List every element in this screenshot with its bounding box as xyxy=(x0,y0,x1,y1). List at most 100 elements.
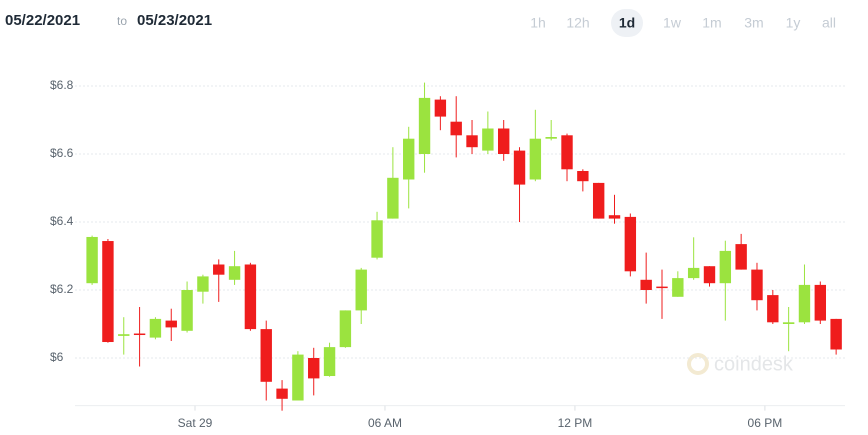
candle-body xyxy=(276,388,288,399)
candle xyxy=(735,233,747,270)
candle xyxy=(228,250,241,285)
candle-body xyxy=(656,286,668,289)
candle xyxy=(561,133,573,182)
candle-body xyxy=(545,137,557,139)
candle-body xyxy=(149,318,162,338)
candle xyxy=(133,307,146,367)
y-tick-label: $6.2 xyxy=(50,282,74,296)
watermark-logo xyxy=(687,353,709,375)
candle-body xyxy=(371,220,383,258)
candle-body xyxy=(719,250,732,284)
candle xyxy=(513,147,526,222)
candle-body xyxy=(213,264,225,275)
candle-body xyxy=(782,322,795,324)
candle xyxy=(719,240,732,321)
x-tick-label: Sat 29 xyxy=(178,416,213,430)
date-separator: to xyxy=(117,14,127,28)
candle xyxy=(830,318,842,355)
candle-body xyxy=(482,128,494,151)
candle xyxy=(497,120,510,161)
candle xyxy=(466,120,478,154)
candle-body xyxy=(244,264,257,330)
x-tick-label: 06 PM xyxy=(748,416,783,430)
candle-body xyxy=(640,279,652,290)
candle-body xyxy=(323,347,336,377)
y-tick-label: $6 xyxy=(50,350,64,364)
candle xyxy=(703,266,716,287)
range-button[interactable]: 1y xyxy=(786,15,801,31)
candle-body xyxy=(418,97,431,154)
range-button[interactable]: 1w xyxy=(663,15,682,31)
candle-body xyxy=(450,121,462,136)
candle xyxy=(545,120,557,141)
y-tick-label: $6.4 xyxy=(50,214,74,228)
candle-body xyxy=(308,358,320,379)
candle-body xyxy=(339,310,352,348)
y-tick-label: $6.6 xyxy=(50,146,74,160)
candle xyxy=(308,347,320,396)
candle xyxy=(102,239,114,343)
candle xyxy=(656,269,668,319)
range-button[interactable]: 1d xyxy=(619,15,635,31)
range-button[interactable]: 3m xyxy=(744,15,763,31)
candle-body xyxy=(118,334,130,336)
candle xyxy=(244,262,257,331)
candle-body xyxy=(513,150,526,185)
candle-body xyxy=(86,236,98,284)
candle-body xyxy=(102,241,114,343)
date-until: 05/23/2021 xyxy=(137,12,212,29)
x-tick-label: 12 PM xyxy=(558,416,593,430)
candle-body xyxy=(529,138,542,180)
candle-body xyxy=(197,276,209,292)
candle xyxy=(434,96,447,131)
candle xyxy=(355,267,367,324)
candle-body xyxy=(751,269,763,301)
candle xyxy=(577,169,589,192)
candle-body xyxy=(798,284,811,323)
plot-area: $6 $6.2 $6.4 $6.6 $6.8 Sat 29 06 AM 12 PM 06 PM xyxy=(50,78,845,430)
range-button[interactable]: 1h xyxy=(530,15,546,31)
candle xyxy=(624,213,637,277)
candle xyxy=(86,235,98,285)
candle xyxy=(767,290,779,324)
candle xyxy=(798,264,811,324)
candle xyxy=(323,342,336,377)
candle xyxy=(181,281,193,333)
range-button[interactable]: 12h xyxy=(566,15,589,31)
candle xyxy=(403,126,415,209)
range-button[interactable]: 1m xyxy=(702,15,721,31)
candle xyxy=(672,271,684,297)
candle xyxy=(165,308,177,341)
candle-body xyxy=(165,320,177,328)
candle xyxy=(450,96,462,158)
candle xyxy=(118,317,130,355)
candle xyxy=(418,82,431,173)
candle xyxy=(339,310,352,348)
candle-body xyxy=(767,295,779,323)
candle-body xyxy=(466,135,478,148)
candle xyxy=(387,147,399,219)
candle xyxy=(197,274,209,304)
range-button[interactable]: all xyxy=(822,15,836,31)
candle xyxy=(371,211,383,260)
date-from: 05/22/2021 xyxy=(5,12,80,29)
candle-body xyxy=(735,244,747,270)
candle xyxy=(292,351,304,401)
candle xyxy=(213,259,225,302)
candle-body xyxy=(355,269,367,311)
watermark-text: coindesk xyxy=(714,353,794,375)
candle-body xyxy=(577,171,589,182)
candle-body xyxy=(181,290,193,331)
candle xyxy=(149,317,162,340)
watermark: coindesk xyxy=(687,353,794,375)
candle-body xyxy=(260,329,272,382)
candle-body xyxy=(687,267,700,279)
candle xyxy=(814,281,827,324)
candle xyxy=(260,320,272,401)
candle xyxy=(640,252,652,304)
range-selector: 1h 12h 1d 1w 1m 3m 1y all xyxy=(530,9,836,37)
range-highlight xyxy=(611,9,643,37)
candle-body xyxy=(561,135,573,170)
